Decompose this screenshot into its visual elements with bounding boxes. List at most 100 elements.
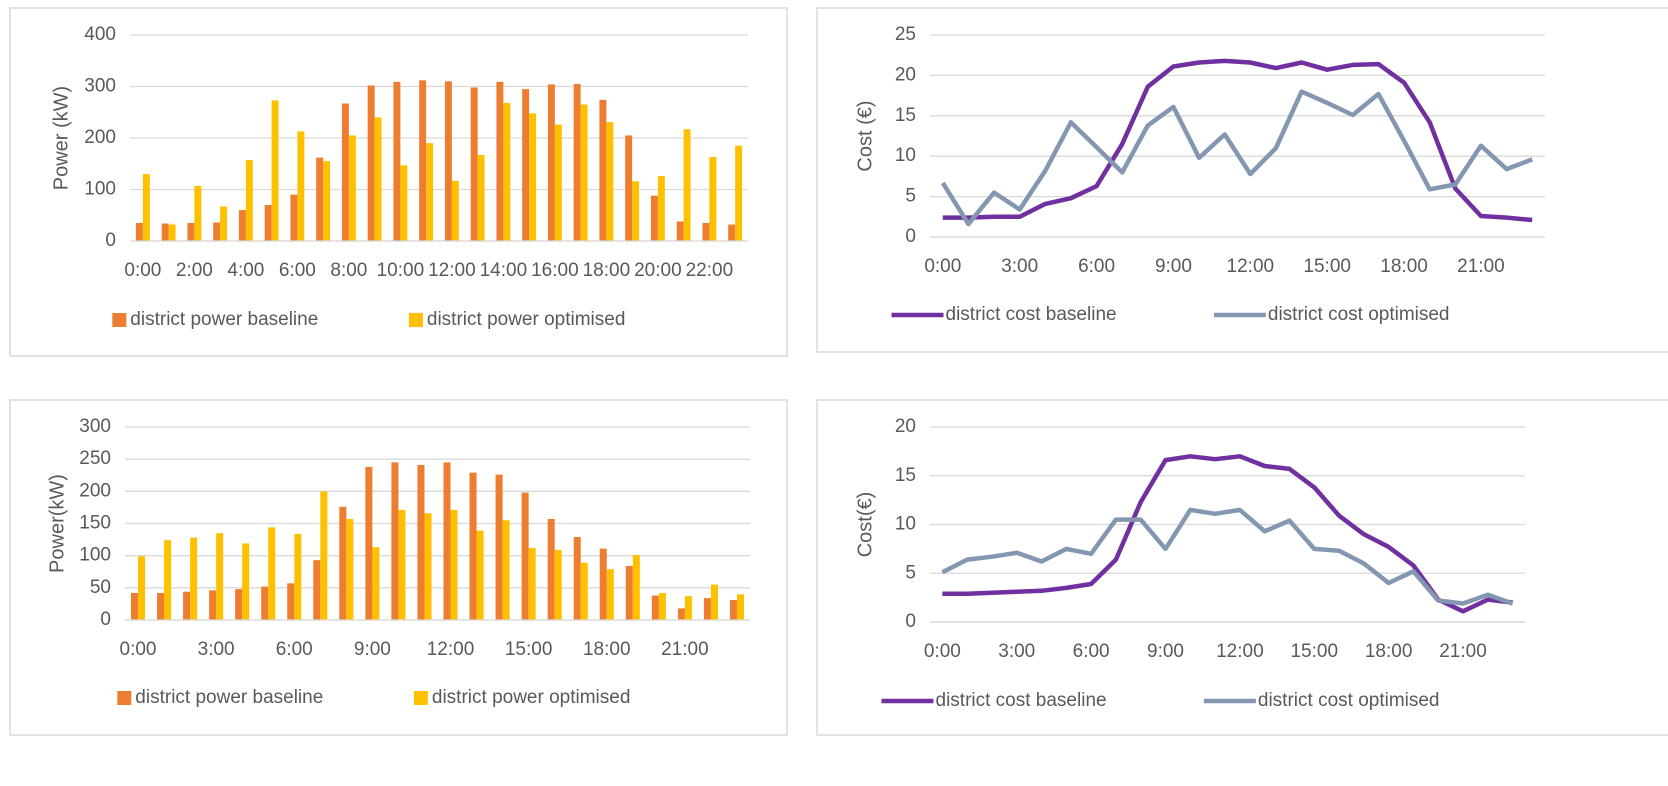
x-tick-label: 0:00 — [924, 256, 961, 277]
bar — [372, 547, 380, 620]
y-axis-label: Power (kW) — [50, 86, 72, 190]
bar — [606, 122, 614, 241]
x-tick-label: 16:00 — [531, 260, 579, 281]
bar — [625, 565, 633, 620]
x-tick-label: 15:00 — [505, 639, 553, 660]
bar — [580, 104, 588, 242]
x-tick-label: 12:00 — [427, 639, 475, 660]
x-tick-label: 12:00 — [1227, 256, 1275, 277]
bar — [393, 81, 401, 242]
x-tick-label: 21:00 — [1457, 256, 1505, 277]
y-tick-label: 10 — [895, 514, 916, 535]
y-tick-label: 200 — [79, 480, 111, 501]
bar — [424, 513, 432, 620]
legend-label: district cost optimised — [1258, 690, 1440, 711]
bar — [503, 102, 511, 241]
y-tick-label: 0 — [905, 611, 916, 632]
bar — [625, 135, 633, 241]
bar — [554, 124, 562, 241]
bar — [599, 548, 607, 620]
bar — [528, 547, 536, 620]
legend-label: district power optimised — [427, 309, 626, 330]
bar — [187, 222, 195, 241]
bar — [341, 103, 349, 242]
bar — [398, 509, 406, 620]
bar — [271, 100, 279, 241]
y-axis-label: Power(kW) — [46, 474, 68, 573]
bar — [709, 157, 717, 241]
bar — [632, 555, 640, 620]
bar — [632, 181, 640, 241]
x-tick-label: 15:00 — [1303, 256, 1351, 277]
bar — [130, 592, 139, 620]
bar — [684, 596, 692, 620]
x-tick-label: 12:00 — [428, 260, 476, 281]
bar — [220, 206, 228, 241]
x-tick-label: 9:00 — [1155, 256, 1192, 277]
y-tick-label: 300 — [84, 76, 116, 97]
bar — [580, 562, 588, 620]
bar — [235, 589, 243, 620]
bar — [419, 80, 427, 241]
bar — [469, 472, 477, 620]
bar — [495, 474, 503, 620]
x-tick-label: 2:00 — [176, 260, 213, 281]
legend-label: district cost optimised — [1268, 304, 1450, 325]
bar — [400, 165, 408, 241]
bar — [242, 543, 250, 620]
legend-label: district cost baseline — [946, 304, 1117, 325]
bar — [728, 224, 736, 241]
y-tick-label: 0 — [100, 609, 111, 630]
bar — [168, 224, 176, 241]
legend-item: district cost optimised — [1213, 304, 1450, 325]
bar — [194, 185, 202, 241]
legend-swatch — [413, 691, 428, 705]
x-tick-label: 22:00 — [686, 260, 734, 281]
x-tick-label: 9:00 — [1147, 641, 1184, 662]
bar — [677, 608, 685, 620]
bar — [157, 592, 165, 620]
bar — [683, 129, 691, 241]
x-tick-label: 18:00 — [1380, 256, 1428, 277]
bar — [658, 592, 666, 620]
bar — [502, 520, 510, 620]
bar — [573, 537, 581, 620]
bar — [294, 533, 302, 620]
legend-label: district power optimised — [432, 687, 631, 708]
y-tick-label: 300 — [79, 416, 111, 437]
bar — [450, 509, 458, 620]
x-tick-label: 3:00 — [198, 639, 235, 660]
bar — [264, 204, 272, 241]
bar — [651, 595, 659, 620]
chart-frame — [816, 7, 1668, 353]
bar — [238, 210, 246, 241]
legend-swatch — [112, 313, 127, 327]
x-tick-label: 0:00 — [120, 639, 157, 660]
bar — [348, 135, 356, 241]
bar — [477, 154, 485, 241]
bar — [183, 591, 191, 620]
chart-panel: 0 100 200 300 400 Power (kW) 0:00 2:00 4:00 6:00 8… — [9, 7, 788, 357]
bar — [346, 518, 354, 620]
bar — [729, 600, 737, 620]
y-axis-label: Cost(€) — [854, 492, 876, 558]
bar — [573, 83, 581, 241]
y-tick-label: 5 — [905, 186, 916, 207]
bar — [161, 223, 169, 241]
bar — [657, 176, 665, 241]
bar — [164, 540, 172, 620]
line-series — [941, 507, 1514, 606]
bar — [702, 222, 710, 241]
x-tick-label: 6:00 — [279, 260, 316, 281]
bar — [391, 462, 399, 620]
chart-frame — [816, 399, 1668, 736]
bar — [444, 81, 452, 241]
y-tick-label: 20 — [895, 64, 916, 85]
bar — [216, 533, 224, 620]
x-tick-label: 8:00 — [330, 260, 367, 281]
bar — [426, 143, 434, 241]
y-tick-label: 15 — [895, 105, 916, 126]
x-tick-label: 18:00 — [1365, 641, 1413, 662]
x-tick-label: 0:00 — [924, 641, 961, 662]
bar — [417, 464, 425, 620]
